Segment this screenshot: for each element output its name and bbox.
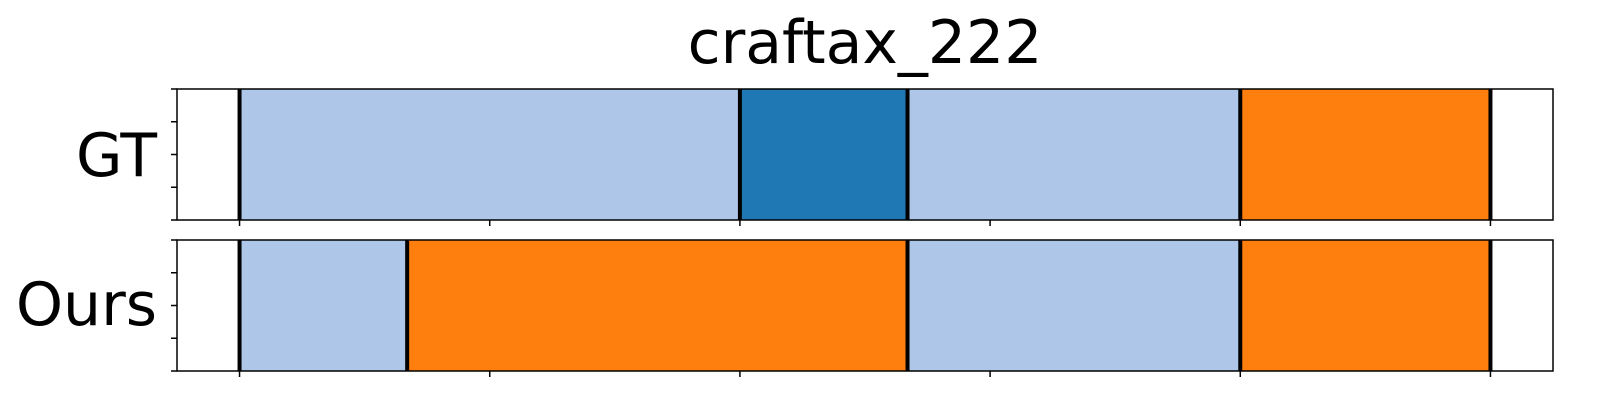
row-label-ours: Ours [16, 270, 157, 340]
segment-ours-4 [1240, 240, 1491, 371]
segment-gt-3 [907, 89, 1241, 220]
segment-gt-1 [239, 89, 740, 220]
chart-title: craftax_222 [688, 8, 1043, 78]
segment-ours-3 [907, 240, 1241, 371]
segment-gt-4 [1240, 89, 1491, 220]
segment-gt-2 [739, 89, 908, 220]
segment-ours-2 [407, 240, 908, 371]
row-label-gt: GT [76, 121, 157, 191]
segment-ours-1 [239, 240, 408, 371]
